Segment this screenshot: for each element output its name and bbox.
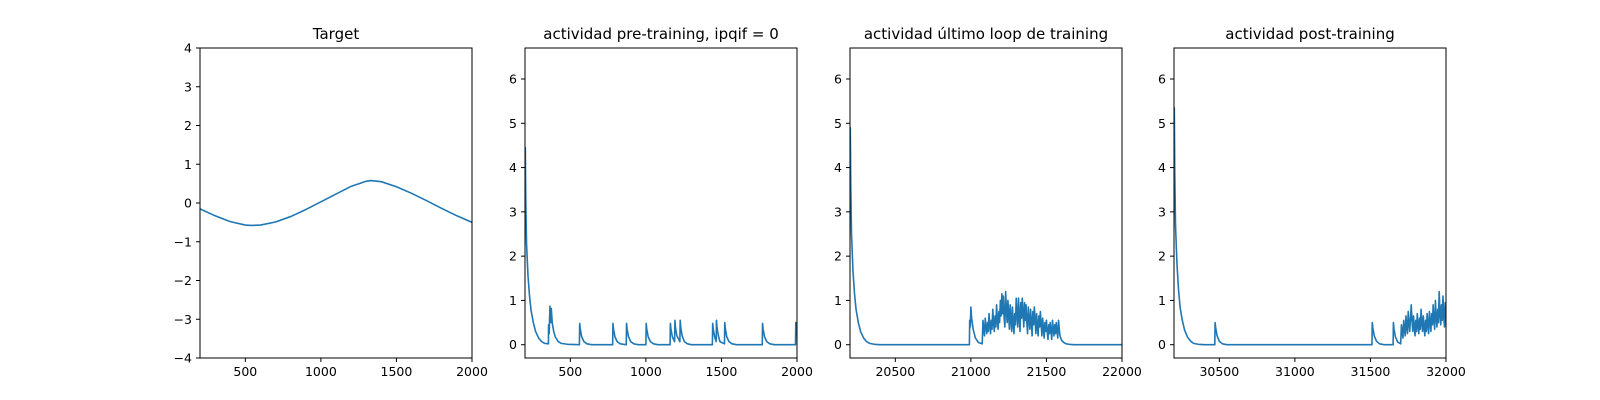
y-tick-label: 4 (834, 160, 842, 175)
y-tick-label: 2 (1158, 249, 1166, 264)
series-line-1 (525, 146, 797, 346)
y-tick-label: 3 (509, 204, 517, 219)
axes-frame (849, 47, 1123, 359)
x-tick-label: 1000 (305, 364, 337, 379)
subplot-1: 500 1000 1500 2000 −4 −3 −2 −1 0 1 2 3 4 Target (174, 25, 488, 379)
y-tick-label: 5 (509, 116, 517, 131)
y-tick-label: 0 (834, 337, 842, 352)
axes-frame (1173, 47, 1447, 359)
y-tick-label: 1 (1158, 293, 1166, 308)
x-tick-label: 500 (558, 364, 582, 379)
subplot-2: 500 1000 1500 2000 0 1 2 3 4 5 6 actividad pre-trai… (509, 25, 813, 379)
x-tick-label: 2000 (456, 364, 488, 379)
subplot-title: actividad pre-training, ipqif = 0 (543, 25, 779, 43)
y-tick-label: 3 (834, 204, 842, 219)
axes-frame (524, 47, 798, 359)
y-tick-label: −3 (174, 312, 192, 327)
y-tick-label: 2 (834, 249, 842, 264)
y-tick-label: 4 (509, 160, 517, 175)
y-tick-label: 2 (184, 118, 192, 133)
subplot-title: actividad post-training (1225, 25, 1394, 43)
y-tick-label: 0 (509, 337, 517, 352)
x-tick-label: 21500 (1027, 364, 1067, 379)
subplot-title: actividad último loop de training (864, 25, 1108, 43)
x-tick-label: 32000 (1426, 364, 1466, 379)
y-tick-label: 0 (184, 196, 192, 211)
x-tick-label: 500 (233, 364, 257, 379)
subplot-3: 20500 21000 21500 22000 0 1 2 3 4 5 6 actividad últ… (834, 25, 1142, 379)
x-tick-label: 2000 (781, 364, 813, 379)
y-tick-label: 6 (834, 72, 842, 87)
y-tick-label: 1 (834, 293, 842, 308)
y-tick-label: 4 (1158, 160, 1166, 175)
subplot-title: Target (312, 25, 360, 43)
y-tick-label: −2 (174, 273, 192, 288)
y-tick-label: 0 (1158, 337, 1166, 352)
x-tick-label: 1500 (706, 364, 738, 379)
y-tick-label: 3 (1158, 204, 1166, 219)
y-tick-label: 3 (184, 79, 192, 94)
x-tick-label: 21000 (951, 364, 991, 379)
x-tick-label: 1000 (630, 364, 662, 379)
series-line-1 (850, 126, 1122, 346)
x-tick-label: 20500 (875, 364, 915, 379)
y-tick-label: 1 (184, 157, 192, 172)
x-tick-label: 30500 (1199, 364, 1239, 379)
y-tick-label: 4 (184, 41, 192, 56)
x-tick-label: 22000 (1102, 364, 1142, 379)
y-tick-label: −1 (174, 234, 192, 249)
y-tick-label: 6 (509, 72, 517, 87)
y-tick-label: 5 (834, 116, 842, 131)
series-line-1 (1174, 106, 1446, 346)
y-tick-label: 6 (1158, 72, 1166, 87)
series-line-1 (200, 179, 472, 227)
x-tick-label: 1500 (381, 364, 413, 379)
subplot-4: 30500 31000 31500 32000 0 1 2 3 4 5 6 actividad pos… (1158, 25, 1466, 379)
y-tick-label: 2 (509, 249, 517, 264)
y-tick-label: 5 (1158, 116, 1166, 131)
x-tick-label: 31000 (1275, 364, 1315, 379)
y-tick-label: 1 (509, 293, 517, 308)
y-tick-label: −4 (174, 351, 192, 366)
x-tick-label: 31500 (1351, 364, 1391, 379)
